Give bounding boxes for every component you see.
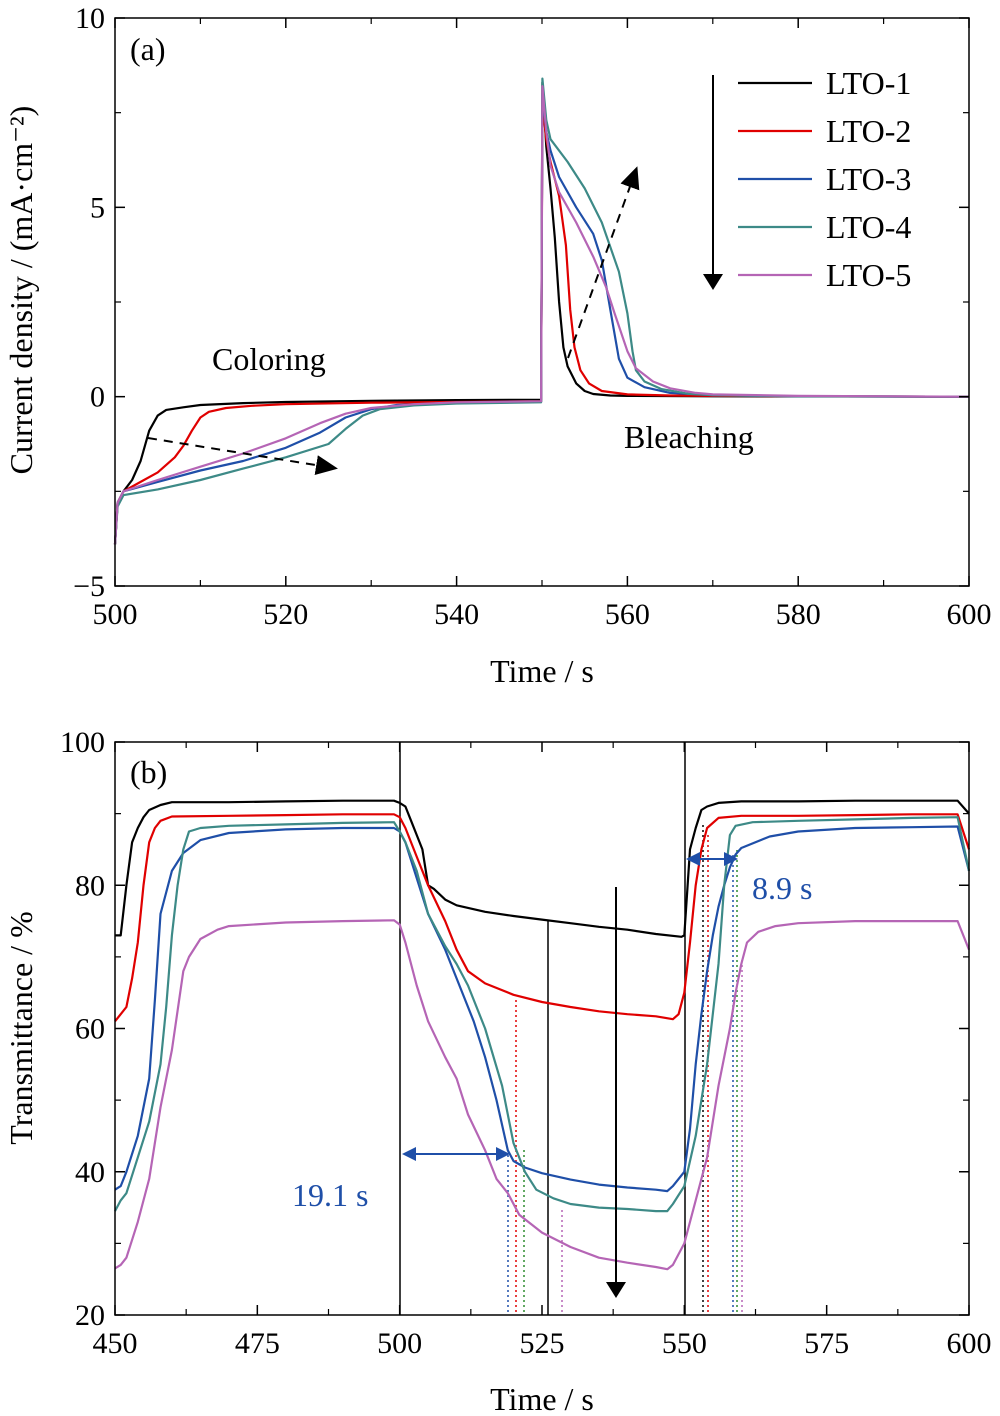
bleaching-time-label: 8.9 s: [752, 870, 812, 906]
panel-a-x-axis-title: Time / s: [490, 653, 594, 689]
panel-b-series-layer: [114, 799, 971, 1271]
panel-a-x-tick-label: 540: [434, 598, 479, 631]
panel-a-y-axis-title: Current density / (mA·cm⁻²): [3, 106, 39, 475]
panel-b-y-tick-label: 80: [75, 869, 105, 902]
panel-b-series-lto-2: [114, 813, 971, 1022]
panel-b-series-lto-3: [114, 825, 971, 1193]
panel-b-y-tick-label: 100: [60, 726, 105, 759]
panel-a-x-tick-label: 580: [776, 598, 821, 631]
panel-b-label: (b): [130, 754, 167, 790]
panel-b-x-tick-label: 575: [804, 1327, 849, 1360]
panel-b-x-tick-label: 525: [520, 1327, 565, 1360]
panel-b-x-tick-label: 500: [377, 1327, 422, 1360]
panel-b-y-tick-label: 60: [75, 1013, 105, 1046]
panel-a-current-density: 500 520 540 560 580 600 −5 0 5 10 (a) Coloring Bl…: [3, 2, 992, 689]
panel-b-guide-lines: [399, 742, 743, 1315]
bleaching-annotation: Bleaching: [624, 419, 754, 455]
panel-b-series-lto-5: [114, 919, 971, 1271]
panel-b-transmittance: 450 475 500 525 550 575 600 20 40 60 80 100 (b) 19.…: [3, 726, 992, 1416]
legend-label-lto-3: LTO-3: [826, 161, 911, 197]
panel-b-x-tick-label: 550: [662, 1327, 707, 1360]
panel-a-x-tick-label: 560: [605, 598, 650, 631]
panel-b-ticks-layer: 450 475 500 525 550 575 600 20 40 60 80 100: [60, 726, 992, 1360]
legend-label-lto-1: LTO-1: [826, 65, 911, 101]
panel-a-x-tick-label: 500: [93, 598, 138, 631]
panel-b-y-axis-title: Transmittance / %: [3, 911, 39, 1144]
panel-a-x-tick-label: 520: [263, 598, 308, 631]
panel-b-frame: [114, 741, 970, 1316]
panel-a-series-layer: [113, 77, 970, 545]
panel-b-y-tick-label: 40: [75, 1156, 105, 1189]
panel-b-x-tick-label: 450: [93, 1327, 138, 1360]
panel-a-x-tick-label: 600: [947, 598, 992, 631]
legend-label-lto-2: LTO-2: [826, 113, 911, 149]
panel-b-x-tick-label: 475: [235, 1327, 280, 1360]
panel-a-series-lto-5: [113, 85, 970, 545]
bleaching-trend-arrow: [567, 166, 640, 359]
legend-label-lto-4: LTO-4: [826, 209, 911, 245]
panel-a-y-tick-label: 10: [75, 2, 105, 35]
coloring-time-label: 19.1 s: [292, 1177, 368, 1213]
panel-b-x-tick-label: 600: [947, 1327, 992, 1360]
panel-b-x-axis-title: Time / s: [490, 1381, 594, 1416]
panel-a-frame: [114, 17, 970, 587]
coloring-annotation: Coloring: [212, 341, 326, 377]
panel-a-y-tick-label: −5: [73, 570, 105, 603]
panel-b-series-lto-4: [114, 816, 971, 1213]
panel-a-label: (a): [130, 31, 166, 67]
panel-b-series-lto-1: [115, 799, 970, 938]
legend-label-lto-5: LTO-5: [826, 257, 911, 293]
legend: LTO-1 LTO-2 LTO-3 LTO-4 LTO-5: [738, 65, 911, 293]
panel-a-y-tick-label: 5: [90, 191, 105, 224]
panel-a-y-tick-label: 0: [90, 381, 105, 414]
panel-b-y-tick-label: 20: [75, 1299, 105, 1332]
panel-a-ticks-layer: 500 520 540 560 580 600 −5 0 5 10: [73, 2, 991, 631]
